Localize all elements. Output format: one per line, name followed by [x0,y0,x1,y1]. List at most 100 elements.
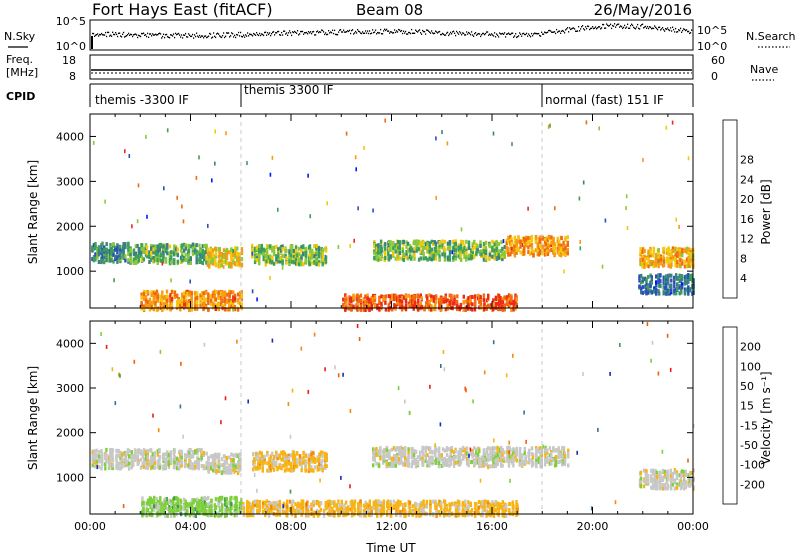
vel-cell [180,451,183,456]
power-cell [417,239,421,244]
power-cell [448,240,452,245]
power-cell [262,247,265,252]
noise-point [211,37,213,39]
noise-point [346,31,348,33]
noise-point [316,31,318,33]
vel-cell [257,458,260,463]
power-cell [400,295,404,300]
power-cell [179,244,183,249]
power-cell [473,245,476,250]
noise-point [103,34,105,36]
power-cell [119,248,122,253]
noise-point [538,32,540,35]
power-cell [384,253,387,258]
vel-cell [321,465,324,469]
power-cell [392,250,395,255]
power-cell [404,303,408,308]
noise-point [401,29,403,32]
power-scatter-cell [579,240,581,244]
power-cell [501,297,505,302]
power-cell [426,300,429,305]
noise-point [590,27,592,30]
noise-point [571,28,573,30]
noise-point [565,29,567,31]
noise-point [540,35,542,37]
noise-point [284,30,286,32]
vel-cell [220,471,224,476]
power-cell [150,300,153,305]
power-cell [515,295,518,300]
noise-point [288,32,290,34]
vel-cell [289,464,293,469]
power-cell [422,256,425,261]
noise-point [542,33,544,35]
vel-cell [462,454,465,458]
power-cell [550,240,553,245]
vel-cell [287,456,291,461]
noise-point [348,30,350,33]
noise-point [152,33,154,35]
vel-cell [130,457,133,462]
power-cell [156,252,159,257]
power-cell [480,252,483,257]
power-cell [683,264,687,269]
power-cell [305,258,308,263]
vel-cell [156,462,159,467]
noise-point [305,32,307,34]
noise-point [283,30,285,32]
power-cell [566,243,569,248]
vel-cell [146,462,149,467]
power-cell [519,250,522,255]
power-scatter-cell [189,279,191,284]
vel-cell [412,453,416,457]
power-cell [122,247,125,252]
vel-cell [295,459,299,464]
power-cell [641,264,644,269]
freq-left-tick-bottom: 8 [69,70,76,83]
power-cell [294,252,298,257]
noise-point [551,31,553,33]
power-cell [164,259,168,264]
vel-cell [304,454,308,459]
vel-cell [372,463,375,468]
power-cell [670,249,673,253]
vel-cell [117,453,120,458]
power-cell [137,250,140,255]
power-cell [523,246,526,251]
power-cell [469,298,472,303]
power-cell [493,248,496,253]
noise-point [602,23,604,26]
noise-point [451,33,453,35]
power-cell [277,259,280,264]
power-cell [678,291,681,296]
power-cell [562,243,565,248]
power-cell [530,238,534,243]
power-cell [482,293,486,298]
power-cell [292,254,295,259]
power-cell [179,299,182,304]
power-cell [446,298,449,303]
vel-cell [228,455,231,460]
power-cell [137,258,140,263]
power-echo-band-1 [129,242,208,266]
power-cell [222,259,226,264]
power-cell [156,295,160,300]
power-cell [375,244,378,248]
vel-cell [196,461,199,466]
power-cell [127,252,130,256]
power-cell [105,250,108,255]
power-cell [225,256,229,261]
power-cell [541,246,544,251]
power-cell [420,296,423,301]
power-cell [297,262,301,267]
power-cell [448,293,451,298]
noise-point [630,25,632,27]
power-cell [110,258,113,262]
power-cell [140,300,143,305]
power-cell [145,245,149,250]
vel-cell [385,448,389,453]
noise-point [464,34,466,36]
power-cell [196,296,199,300]
vel-cell [438,454,441,459]
power-cell [671,257,675,262]
